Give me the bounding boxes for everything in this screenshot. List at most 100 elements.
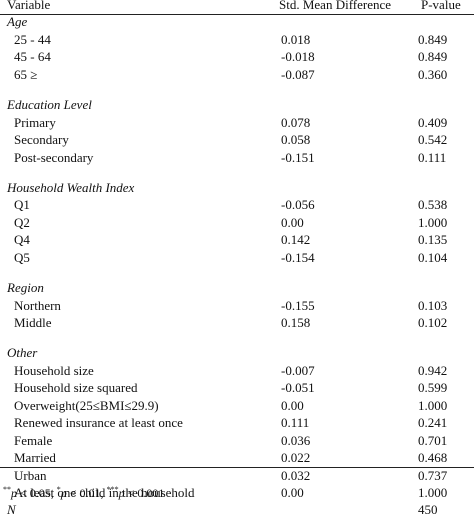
section-title: Household Wealth Index	[7, 179, 135, 195]
row-smd: 0.111	[281, 415, 310, 431]
row-label: Female	[14, 432, 53, 448]
row-smd: -0.018	[281, 49, 315, 65]
row-smd: -0.051	[281, 380, 315, 396]
row-label: Household size squared	[14, 380, 138, 396]
row-label: At least one child in the household	[14, 484, 195, 500]
section-title-row: Age	[0, 13, 474, 30]
section-title: Education Level	[7, 97, 92, 113]
header-rule	[0, 14, 474, 15]
table-row: 25 - 44 0.018 0.849	[0, 31, 474, 48]
row-label: 65 ≥	[14, 66, 38, 82]
row-pvalue: 0.942	[418, 362, 448, 378]
row-pvalue: 1.000	[418, 214, 448, 230]
table-row: Urban 0.032 0.737	[0, 467, 474, 484]
section-title-row: Household Wealth Index	[0, 179, 474, 196]
row-pvalue: 1.000	[418, 397, 448, 413]
table-row: Q5 -0.154 0.104	[0, 249, 474, 266]
row-smd: -0.007	[281, 362, 315, 378]
row-pvalue: 0.104	[418, 249, 448, 265]
row-pvalue: 0.538	[418, 197, 448, 213]
row-label: Q1	[14, 197, 30, 213]
row-pvalue: 0.409	[418, 114, 448, 130]
row-pvalue: 0.111	[418, 149, 447, 165]
footer-rule	[0, 467, 474, 468]
table-row: Q1 -0.056 0.538	[0, 196, 474, 213]
row-label: Primary	[14, 114, 56, 130]
footnote-text-2: < 0.01,	[66, 486, 107, 500]
row-label: Secondary	[14, 132, 69, 148]
row-pvalue: 0.849	[418, 31, 448, 47]
row-label: Overweight(25≤BMI≤29.9)	[14, 397, 159, 413]
row-pvalue: 1.000	[418, 484, 448, 500]
row-pvalue: 0.135	[418, 232, 448, 248]
section-title: Other	[7, 345, 38, 361]
row-pvalue: 0.737	[418, 467, 448, 483]
n-row: N 450	[0, 501, 474, 518]
section-spacer	[0, 166, 474, 179]
section-title: Age	[7, 14, 28, 30]
n-label: N	[7, 502, 16, 518]
row-smd: 0.022	[281, 450, 311, 466]
row-label: Middle	[14, 315, 52, 330]
row-label: Q2	[14, 214, 30, 230]
row-smd: 0.036	[281, 432, 311, 448]
row-pvalue: 0.102	[418, 315, 448, 330]
row-smd: 0.078	[281, 114, 311, 130]
row-pvalue: 0.701	[418, 432, 448, 448]
table-row: Female 0.036 0.701	[0, 432, 474, 449]
section-spacer	[0, 266, 474, 279]
row-pvalue: 0.542	[418, 132, 448, 148]
section-title: Region	[7, 280, 44, 296]
table-row: 45 - 64 -0.018 0.849	[0, 48, 474, 65]
row-pvalue: 0.360	[418, 66, 448, 82]
header-pvalue: P-value	[421, 0, 461, 12]
section-title-row: Region	[0, 279, 474, 296]
row-label: Q4	[14, 232, 30, 248]
row-smd: 0.032	[281, 467, 311, 483]
row-smd: 0.058	[281, 132, 311, 148]
table-row: Renewed insurance at least once 0.111 0.…	[0, 414, 474, 431]
section-title-row: Other	[0, 344, 474, 361]
row-smd: -0.151	[281, 149, 315, 165]
table-row: At least one child in the household 0.00…	[0, 484, 474, 501]
section-spacer	[0, 331, 474, 344]
row-label: Married	[14, 450, 56, 466]
row-label: Northern	[14, 297, 61, 313]
row-label: Renewed insurance at least once	[14, 415, 183, 431]
row-pvalue: 0.103	[418, 297, 448, 313]
footnote-text-3: < 0.001	[124, 486, 165, 500]
table-row: Q2 0.00 1.000	[0, 214, 474, 231]
row-pvalue: 0.599	[418, 380, 448, 396]
table-row: 65 ≥ -0.087 0.360	[0, 66, 474, 83]
n-value: 450	[418, 502, 438, 518]
row-label: 45 - 64	[14, 49, 51, 65]
row-smd: -0.087	[281, 66, 315, 82]
footnote-mark-3: ***	[106, 485, 119, 494]
row-smd: 0.018	[281, 31, 311, 47]
row-label: Q5	[14, 249, 30, 265]
section-title-row: Education Level	[0, 96, 474, 113]
table-row: Household size -0.007 0.942	[0, 362, 474, 379]
table-row: Northern -0.155 0.103	[0, 297, 474, 314]
row-label: Urban	[14, 467, 47, 483]
row-pvalue: 0.849	[418, 49, 448, 65]
row-smd: 0.00	[281, 214, 304, 230]
footnote-p-symbol: p	[11, 486, 17, 500]
table-row: Middle 0.158 0.102	[0, 314, 474, 331]
row-pvalue: 0.468	[418, 450, 448, 466]
table-row: Household size squared -0.051 0.599	[0, 379, 474, 396]
row-label: 25 - 44	[14, 31, 51, 47]
row-smd: -0.154	[281, 249, 315, 265]
row-label: Post-secondary	[14, 149, 94, 165]
footnote-mark-1: **	[3, 485, 11, 494]
significance-footnote: **p < 0.05, *p < 0.01, ***p < 0.001	[3, 483, 164, 500]
table-row: Primary 0.078 0.409	[0, 114, 474, 131]
row-label: Household size	[14, 362, 94, 378]
footnote-p-symbol: p	[118, 486, 125, 500]
row-smd: 0.00	[281, 397, 304, 413]
table-row: Q4 0.142 0.135	[0, 231, 474, 248]
row-smd: 0.142	[281, 232, 311, 248]
row-smd: 0.00	[281, 484, 304, 500]
header-smd: Std. Mean Difference	[279, 0, 392, 12]
footnote-text-1: < 0.05,	[17, 486, 57, 500]
